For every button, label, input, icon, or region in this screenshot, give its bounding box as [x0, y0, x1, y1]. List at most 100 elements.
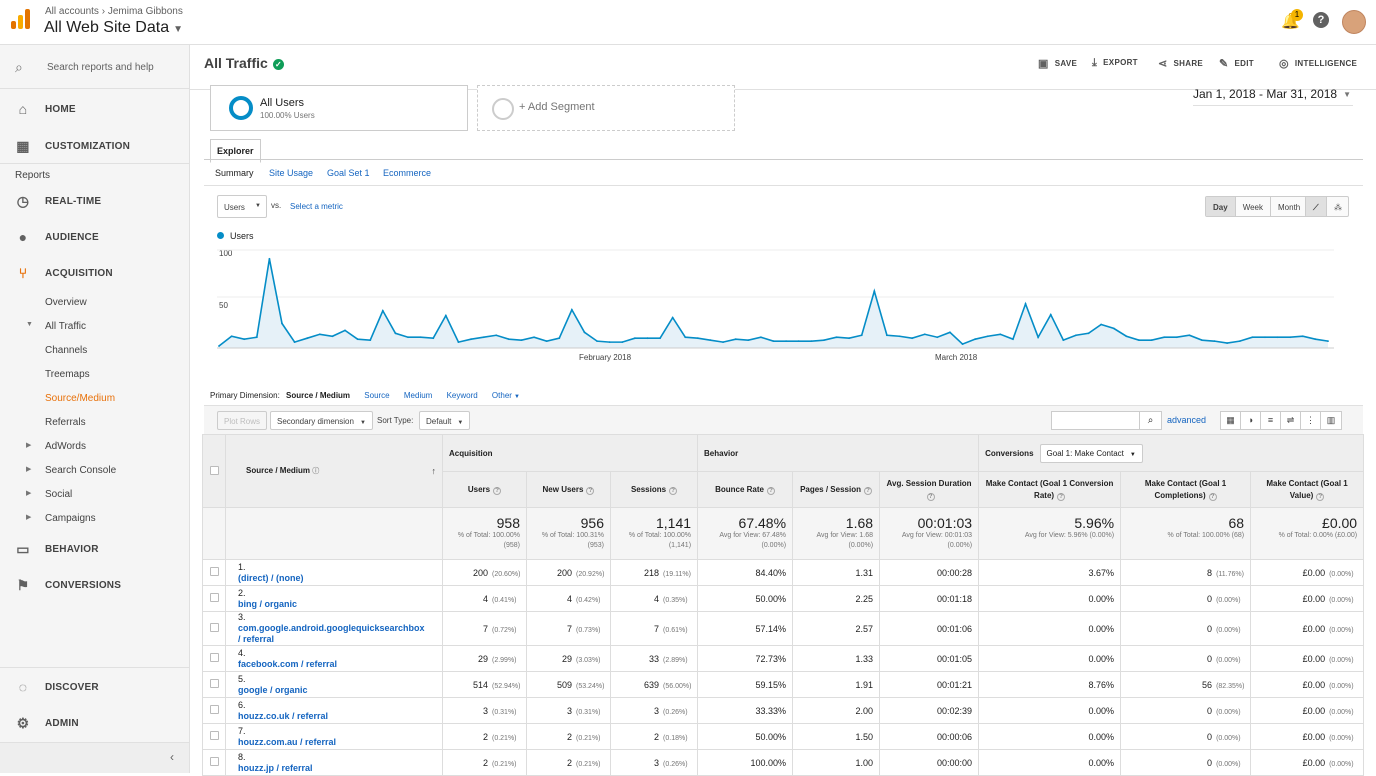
sidebar-search[interactable]: ⌕ Search reports and help [0, 45, 189, 89]
row-checkbox-cell[interactable] [202, 723, 226, 750]
advanced-filter-link[interactable]: advanced [1167, 415, 1207, 425]
export-button[interactable]: ⤓ EXPORT [1092, 57, 1138, 70]
sidebar-item-home[interactable]: ⌂ HOME [0, 91, 189, 127]
row-checkbox-cell[interactable] [202, 559, 226, 586]
sidebar-subitem-adwords[interactable]: ▶ AdWords [0, 434, 189, 458]
row-checkbox-cell[interactable] [202, 585, 226, 612]
intelligence-button[interactable]: ◎ INTELLIGENCE [1279, 57, 1357, 70]
comparison-icon[interactable]: ⇌ [1281, 412, 1301, 429]
sidebar-subitem-treemaps[interactable]: Treemaps [0, 362, 189, 386]
sidebar-item-acquisition[interactable]: ⑂ ACQUISITION [0, 255, 189, 291]
source-medium-link[interactable]: facebook.com / referral [238, 658, 338, 669]
row-checkbox-cell[interactable] [202, 671, 226, 698]
metric-select[interactable]: Users ▼ [217, 195, 267, 218]
checkbox[interactable] [209, 679, 219, 688]
col-avg-duration[interactable]: Avg. Session Duration? [879, 471, 980, 508]
sidebar-item-audience[interactable]: ● AUDIENCE [0, 219, 189, 255]
col-conversion-rate[interactable]: Make Contact (Goal 1 Conversion Rate)? [978, 471, 1122, 508]
table-row[interactable]: 5.google / organic 514 (52.94%) 509 (53.24%)… [202, 671, 1365, 698]
checkbox[interactable] [209, 593, 219, 602]
checkbox[interactable] [209, 705, 219, 714]
sidebar-subitem-social[interactable]: ▶ Social [0, 482, 189, 506]
source-medium-link[interactable]: houzz.jp / referral [238, 762, 313, 773]
search-input[interactable]: Search reports and help [47, 62, 154, 73]
save-button[interactable]: ▣ SAVE [1038, 57, 1077, 70]
dimension-column-header[interactable]: Source / Medium ⓘ ↑ [225, 434, 443, 508]
breadcrumb[interactable]: All accounts › Jemima Gibbons [45, 6, 183, 17]
date-range-picker[interactable]: Jan 1, 2018 - Mar 31, 2018 ▼ [1193, 87, 1353, 106]
checkbox[interactable] [209, 731, 219, 740]
sidebar-subitem-referrals[interactable]: Referrals [0, 410, 189, 434]
motion-chart-icon[interactable]: ⁂ [1334, 203, 1342, 212]
source-medium-link[interactable]: google / organic [238, 684, 308, 695]
select-metric-link[interactable]: Select a metric [290, 202, 343, 211]
checkbox[interactable] [209, 465, 219, 475]
pie-chart-icon[interactable]: ◑ [1241, 412, 1261, 429]
dimension-source-link[interactable]: Source [364, 391, 390, 400]
sidebar-item-discover[interactable]: ◌ DISCOVER [0, 669, 189, 705]
sidebar-subitem-all-traffic[interactable]: ▼ All Traffic [0, 314, 189, 338]
month-button[interactable]: Month [1278, 203, 1301, 212]
source-medium-link[interactable]: houzz.com.au / referral [238, 736, 337, 747]
table-row[interactable]: 6.houzz.co.uk / referral 3 (0.31%) 3 (0.31%)… [202, 697, 1365, 724]
col-bounce-rate[interactable]: Bounce Rate? [697, 471, 794, 508]
row-checkbox-cell[interactable] [202, 749, 226, 776]
term-cloud-icon[interactable]: ⋮ [1301, 412, 1321, 429]
source-medium-link[interactable]: houzz.co.uk / referral [238, 710, 329, 721]
sidebar-item-realtime[interactable]: ◷ REAL-TIME [0, 183, 189, 219]
table-row[interactable]: 2.bing / organic 4 (0.41%) 4 (0.42%) 4 (0.35%)… [202, 585, 1365, 612]
edit-button[interactable]: ✎ EDIT [1219, 57, 1254, 70]
subtab-summary[interactable]: Summary [215, 168, 254, 178]
checkbox[interactable] [209, 757, 219, 766]
table-search-input[interactable]: ⌕ [1051, 411, 1162, 430]
pivot-icon[interactable]: ▥ [1326, 415, 1336, 425]
checkbox[interactable] [209, 623, 219, 632]
col-users[interactable]: Users? [442, 471, 527, 508]
checkbox[interactable] [209, 653, 219, 662]
row-checkbox-cell[interactable] [202, 611, 226, 646]
source-medium-link[interactable]: (direct) / (none) [238, 572, 304, 583]
table-row[interactable]: 1.(direct) / (none) 200 (20.60%) 200 (20.92%… [202, 559, 1365, 586]
sort-type-select[interactable]: Default ▼ [419, 411, 471, 430]
plot-rows-button[interactable]: Plot Rows [217, 411, 268, 430]
sidebar-subitem-campaigns[interactable]: ▶ Campaigns [0, 506, 189, 530]
add-segment-button[interactable]: + Add Segment [477, 85, 735, 131]
select-all-checkbox[interactable] [202, 434, 226, 508]
table-row[interactable]: 7.houzz.com.au / referral 2 (0.21%) 2 (0.21%… [202, 723, 1365, 750]
avatar[interactable] [1342, 10, 1366, 34]
search-icon[interactable]: ⌕ [1139, 412, 1161, 429]
share-button[interactable]: ⋖ SHARE [1158, 57, 1203, 70]
table-row[interactable]: 8.houzz.jp / referral 2 (0.21%) 2 (0.21%) 3 (0… [202, 749, 1365, 776]
data-table-icon[interactable]: ▦ [1221, 412, 1241, 429]
row-checkbox-cell[interactable] [202, 645, 226, 672]
dimension-other-link[interactable]: Other [491, 391, 512, 400]
subtab-ecommerce[interactable]: Ecommerce [383, 168, 432, 178]
subtab-goal-set-1[interactable]: Goal Set 1 [327, 168, 370, 178]
segment-all-users[interactable]: All Users 100.00% Users [210, 85, 468, 131]
sidebar-item-customization[interactable]: ▦ CUSTOMIZATION [0, 128, 189, 164]
sidebar-item-conversions[interactable]: ⚑ CONVERSIONS [0, 567, 189, 603]
view-selector[interactable]: All Web Site Data ▼ [44, 19, 183, 37]
col-value[interactable]: Make Contact (Goal 1 Value)? [1250, 471, 1365, 508]
sidebar-subitem-source-medium[interactable]: Source/Medium [0, 386, 189, 410]
collapse-sidebar-button[interactable]: ‹ [0, 742, 189, 773]
dimension-medium-link[interactable]: Medium [403, 391, 433, 400]
performance-icon[interactable]: ≡ [1261, 412, 1281, 429]
analytics-logo-icon[interactable] [10, 8, 32, 30]
col-pages-session[interactable]: Pages / Session? [792, 471, 881, 508]
table-row[interactable]: 3.com.google.android.googlequicksearchbo… [202, 611, 1365, 646]
source-medium-link[interactable]: bing / organic [238, 598, 298, 609]
table-row[interactable]: 4.facebook.com / referral 29 (2.99%) 29 (3.0… [202, 645, 1365, 672]
dimension-keyword-link[interactable]: Keyword [446, 391, 478, 400]
week-button[interactable]: Week [1236, 197, 1271, 216]
secondary-dimension-select[interactable]: Secondary dimension ▼ [270, 411, 373, 430]
help-icon[interactable]: ? [1313, 12, 1329, 28]
sidebar-subitem-search-console[interactable]: ▶ Search Console [0, 458, 189, 482]
line-chart-icon[interactable]: ⟋ [1306, 197, 1327, 216]
sidebar-item-behavior[interactable]: ▭ BEHAVIOR [0, 531, 189, 567]
users-line-chart[interactable] [217, 245, 1334, 355]
source-medium-link[interactable]: com.google.android.googlequicksearchbox … [238, 623, 425, 644]
breadcrumb-account[interactable]: Jemima Gibbons [107, 6, 183, 17]
sidebar-subitem-channels[interactable]: Channels [0, 338, 189, 362]
subtab-site-usage[interactable]: Site Usage [269, 168, 314, 178]
